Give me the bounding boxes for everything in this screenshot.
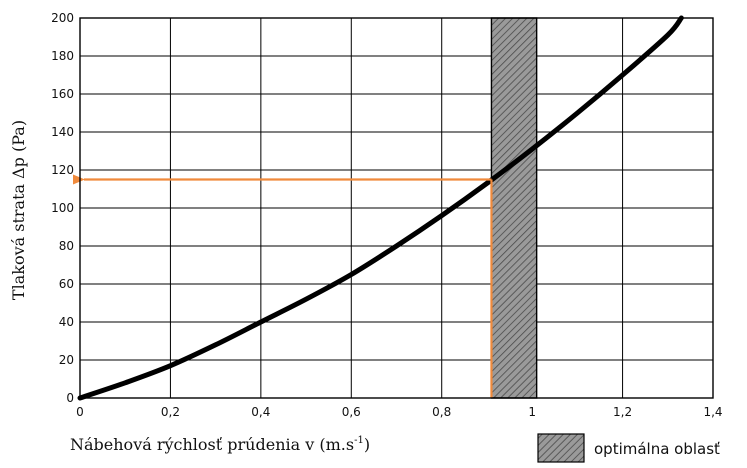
x-tick-label: 0,2: [161, 405, 180, 419]
x-tick-label: 0,8: [432, 405, 451, 419]
pressure-loss-curve: [77, 15, 684, 401]
y-tick-label: 100: [51, 201, 74, 215]
tick-labels: 0 0,2 0,4 0,6 0,8 1 1,2 1,4 0 20 40 60 80 100 120 140 16…: [51, 11, 722, 419]
y-tick-label: 140: [51, 125, 74, 139]
legend-swatch: [537, 433, 585, 463]
y-tick-label: 20: [59, 353, 74, 367]
y-tick-label: 160: [51, 87, 74, 101]
x-axis-title-superscript: -1: [354, 435, 364, 446]
x-axis-title-main: Nábehová rýchlosť prúdenia v (m.s: [70, 435, 354, 454]
y-tick-label: 60: [59, 277, 74, 291]
y-axis-title: Tlaková strata Δp (Pa): [9, 120, 28, 300]
y-tick-label: 80: [59, 239, 74, 253]
y-tick-label: 0: [66, 391, 74, 405]
y-tick-label: 180: [51, 49, 74, 63]
optimal-region-band: [490, 17, 538, 399]
x-tick-label: 0,6: [342, 405, 361, 419]
x-axis-title: Nábehová rýchlosť prúdenia v (m.s-1): [70, 435, 370, 454]
x-axis-title-close: ): [364, 435, 370, 454]
x-tick-label: 1,2: [613, 405, 632, 419]
grid: [79, 17, 714, 399]
legend: optimálna oblasť: [537, 433, 720, 463]
x-tick-label: 1: [528, 405, 536, 419]
x-tick-label: 0,4: [251, 405, 270, 419]
plot-frame: [79, 17, 714, 399]
x-tick-label: 0: [76, 405, 84, 419]
legend-label: optimálna oblasť: [594, 440, 720, 458]
x-tick-label: 1,4: [703, 405, 722, 419]
y-tick-label: 40: [59, 315, 74, 329]
y-tick-label: 120: [51, 163, 74, 177]
y-tick-label: 200: [51, 11, 74, 25]
